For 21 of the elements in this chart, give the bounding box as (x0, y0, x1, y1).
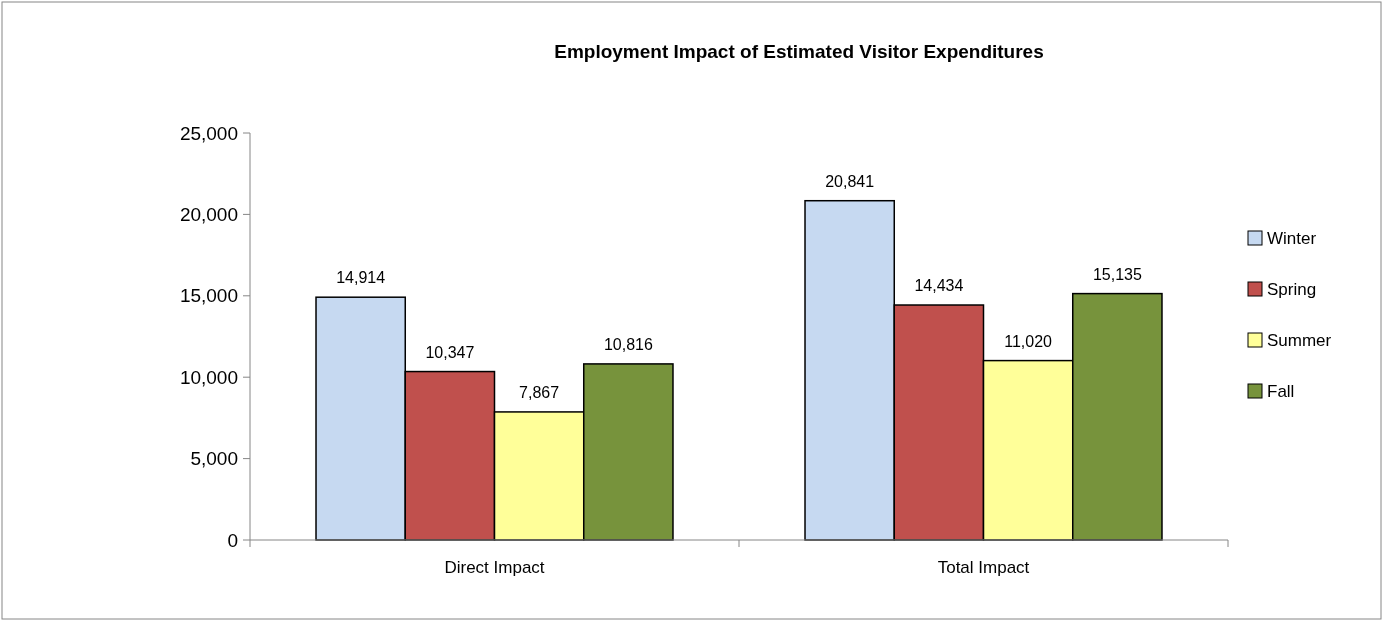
text: 14,434 (914, 277, 964, 295)
text: 10,347 (425, 343, 475, 361)
y-tick-label: 20,000 (179, 204, 238, 226)
x-tick-label: Direct Impact (444, 558, 545, 577)
y-tick-label: 10,000 (179, 366, 238, 388)
y-tick-label: 0 (227, 529, 238, 551)
x-tick-label: Total Impact (937, 558, 1030, 577)
text: 11,020 (1004, 332, 1052, 350)
legend-label: Spring (1267, 279, 1317, 299)
text: 10,816 (603, 335, 653, 353)
text: 20,841 (825, 172, 875, 190)
text: 14,914 (336, 269, 386, 287)
text: 15,135 (1092, 265, 1142, 283)
legend-label: Summer (1267, 330, 1332, 350)
y-tick-label: 25,000 (179, 122, 238, 144)
y-tick-label: 15,000 (179, 285, 238, 307)
text: 7,867 (519, 383, 560, 401)
legend-label: Winter (1267, 228, 1317, 248)
legend-label: Fall (1267, 381, 1295, 401)
chart-title: Employment Impact of Estimated Visitor Expenditures (554, 41, 1044, 62)
y-tick-label: 5,000 (190, 448, 238, 470)
